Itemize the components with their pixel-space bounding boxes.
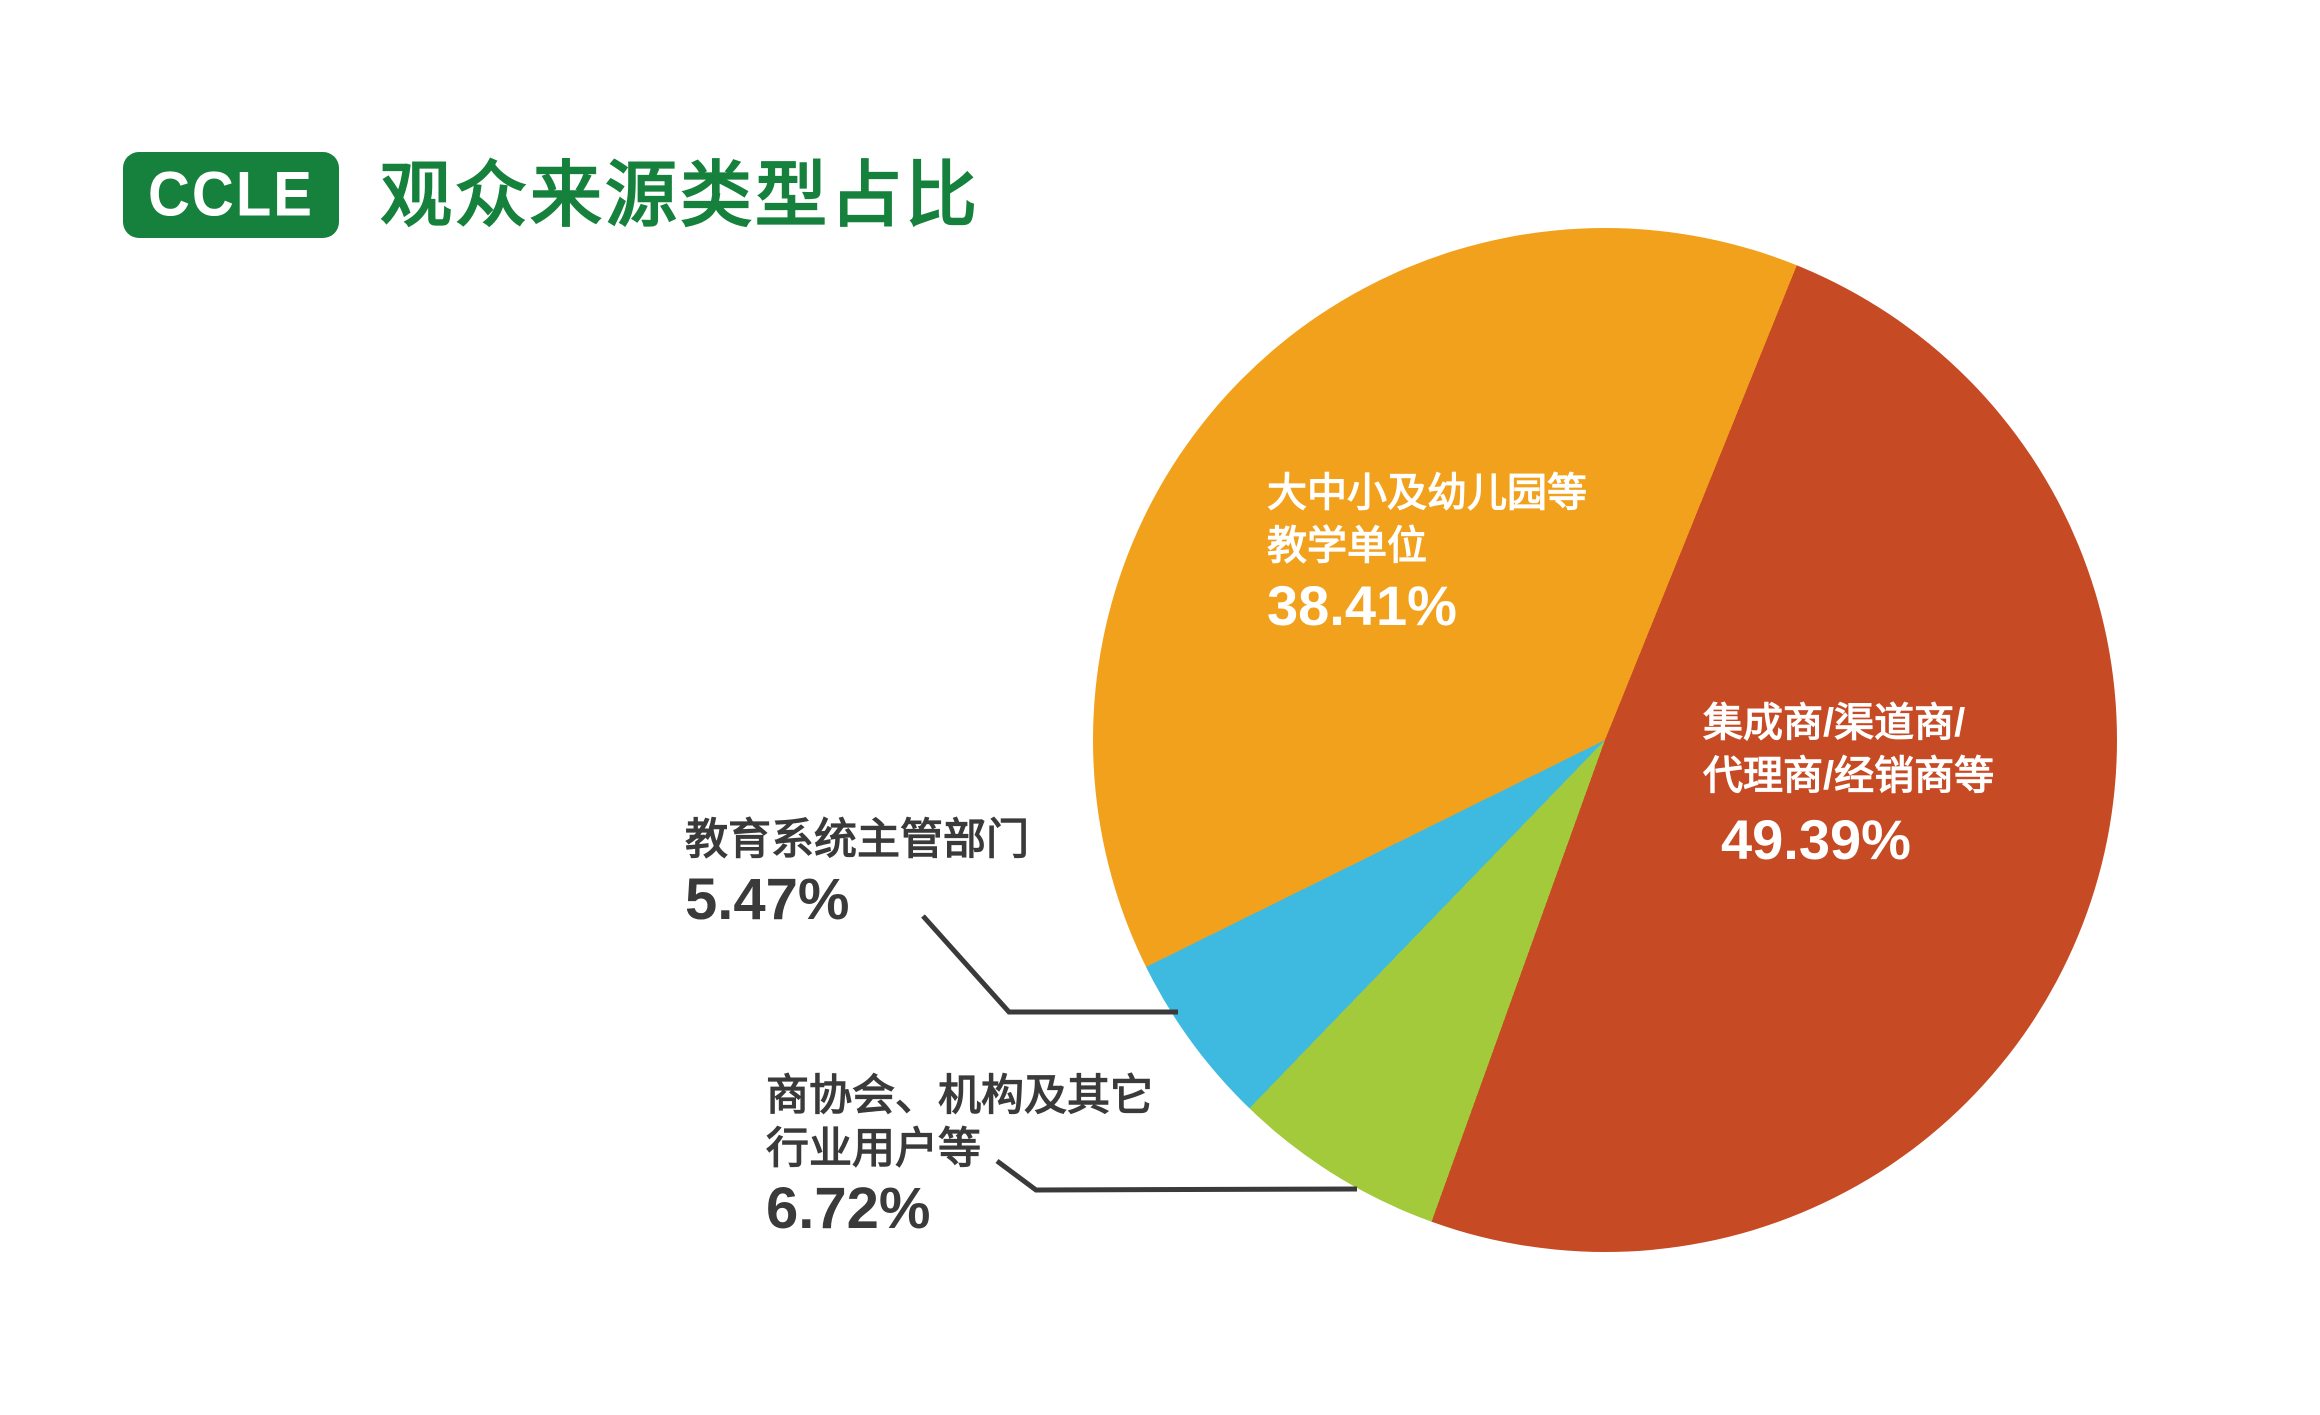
slice-value: 49.39% xyxy=(1721,808,1911,871)
ccle-logo: CCLE xyxy=(123,152,339,238)
slice-label-education-authorities: 教育系统主管部门 5.47% xyxy=(685,814,1029,932)
slice-label-schools-teaching-units: 大中小及幼儿园等 教学单位 38.41% xyxy=(1267,467,1587,637)
pie-chart xyxy=(1093,228,2117,1252)
slice-label-line: 大中小及幼儿园等 xyxy=(1267,471,1587,515)
ccle-logo-text: CCLE xyxy=(148,159,314,230)
page-title: 观众来源类型占比 xyxy=(380,156,981,236)
slice-label-line: 教育系统主管部门 xyxy=(685,816,1029,864)
slice-label-line: 行业用户等 xyxy=(766,1125,981,1173)
slice-value: 5.47% xyxy=(685,867,850,932)
slice-label-integrators: 集成商/渠道商/ 代理商/经销商等 49.39% xyxy=(1703,697,1994,871)
slice-label-line: 集成商/渠道商/ xyxy=(1703,701,1966,745)
slice-label-line: 商协会、机构及其它 xyxy=(766,1072,1153,1120)
slice-value: 38.41% xyxy=(1267,574,1457,637)
slice-label-associations: 商协会、机构及其它 行业用户等 6.72% xyxy=(766,1070,1153,1241)
slice-label-line: 教学单位 xyxy=(1267,524,1427,568)
slice-label-line: 代理商/经销商等 xyxy=(1703,754,1995,798)
slice-value: 6.72% xyxy=(766,1176,931,1241)
